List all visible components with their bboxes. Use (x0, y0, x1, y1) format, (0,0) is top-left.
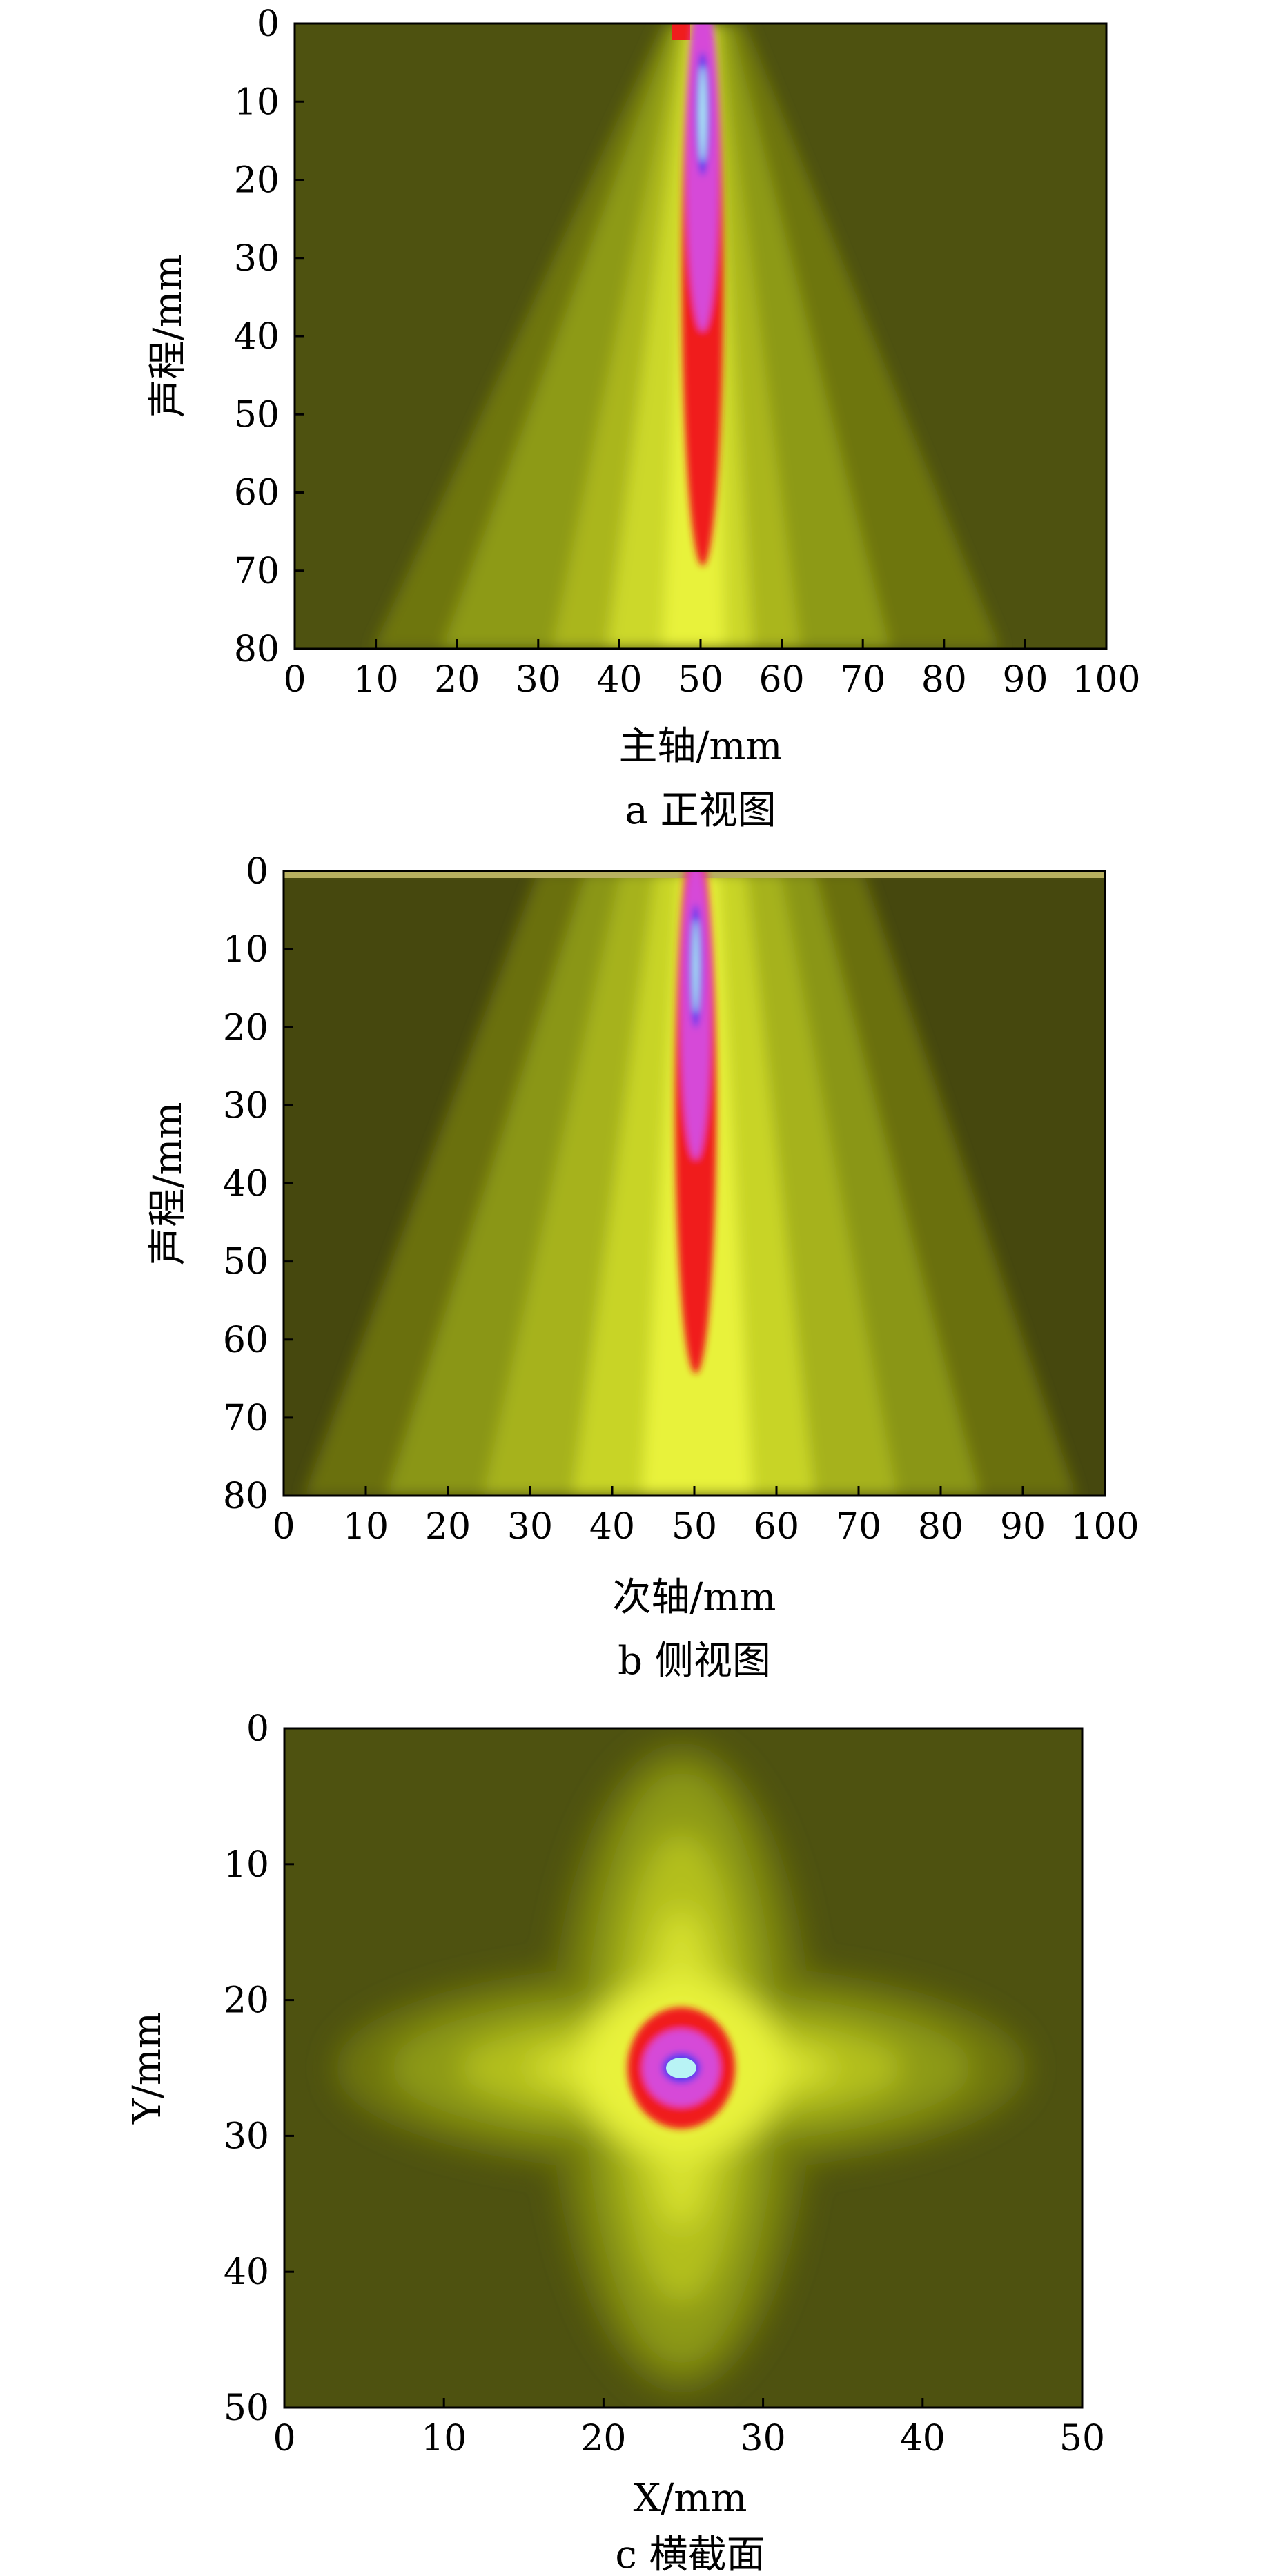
heatmap-b (284, 871, 1105, 1496)
x-tick-label: 30 (516, 659, 561, 701)
caption-c: c 横截面 (615, 2533, 765, 2576)
x-tick-label: 10 (343, 1506, 389, 1548)
x-tick-label: 50 (672, 1506, 717, 1548)
x-tick-label: 60 (754, 1506, 799, 1548)
y-tick-label: 80 (223, 1476, 268, 1517)
x-ticks-a: 0 10 20 30 40 50 60 70 80 90 100 (283, 639, 1141, 701)
x-ticks-c: 0 10 20 30 40 50 (273, 2398, 1105, 2459)
x-tick-label: 100 (1072, 659, 1140, 701)
y-tick-label: 50 (223, 1242, 268, 1283)
y-tick-label: 30 (224, 2116, 269, 2157)
y-tick-label: 0 (246, 851, 268, 892)
y-ticks-a: 0 10 20 30 40 50 60 70 80 (234, 3, 304, 670)
y-axis-label-b: 声程/mm (146, 1102, 190, 1265)
x-tick-label: 80 (918, 1506, 963, 1548)
y-axis-label-a: 声程/mm (146, 254, 190, 418)
y-tick-label: 70 (234, 551, 280, 592)
y-ticks-b: 0 10 20 30 40 50 60 70 80 (223, 851, 293, 1517)
x-tick-label: 50 (1059, 2418, 1105, 2459)
x-tick-label: 10 (421, 2418, 467, 2459)
x-tick-label: 80 (921, 659, 967, 701)
y-tick-label: 30 (234, 238, 280, 280)
y-tick-label: 40 (223, 1164, 268, 1205)
y-tick-label: 20 (234, 160, 280, 202)
x-tick-label: 10 (353, 659, 399, 701)
heatmap-c (284, 1728, 1082, 2408)
plot-frame-c (283, 1727, 1084, 2409)
y-tick-label: 0 (257, 3, 280, 45)
caption-a: a 正视图 (625, 788, 776, 833)
y-tick-label: 40 (234, 316, 280, 358)
caption-b: b 侧视图 (618, 1639, 771, 1684)
y-tick-label: 80 (234, 629, 280, 670)
x-tick-label: 40 (589, 1506, 635, 1548)
x-tick-label: 40 (900, 2418, 946, 2459)
x-tick-label: 0 (283, 659, 306, 701)
x-tick-label: 70 (840, 659, 885, 701)
y-tick-label: 60 (234, 473, 280, 514)
x-tick-label: 40 (596, 659, 642, 701)
x-tick-label: 20 (580, 2418, 626, 2459)
x-tick-label: 60 (759, 659, 805, 701)
x-tick-label: 90 (1002, 659, 1048, 701)
y-tick-label: 50 (234, 394, 280, 436)
y-tick-label: 30 (223, 1085, 268, 1126)
panel-c: 0 10 20 30 40 50 0 10 20 30 40 50 X/mm Y/mm c 横截面 (125, 1708, 1105, 2576)
y-tick-label: 50 (224, 2388, 269, 2429)
y-tick-label: 10 (223, 929, 268, 970)
panel-a: 0 10 20 30 40 50 60 70 80 90 100 0 10 20 30 40 50 60 70 80… (146, 3, 1141, 833)
x-ticks-b: 0 10 20 30 40 50 60 70 80 90 100 (272, 1486, 1139, 1548)
panel-b: 0 10 20 30 40 50 60 70 80 90 100 0 10 20 30 40 50 60 70 80… (146, 851, 1139, 1684)
y-axis-label-c: Y/mm (125, 2012, 170, 2125)
x-tick-label: 20 (434, 659, 480, 701)
x-tick-label: 30 (507, 1506, 553, 1548)
x-tick-label: 100 (1070, 1506, 1139, 1548)
y-tick-label: 60 (223, 1320, 268, 1361)
x-tick-label: 50 (678, 659, 723, 701)
y-tick-label: 70 (223, 1398, 268, 1439)
x-axis-label-c: X/mm (634, 2476, 747, 2521)
y-tick-label: 20 (224, 1980, 269, 2022)
y-tick-label: 0 (246, 1708, 269, 1750)
x-axis-label-a: 主轴/mm (618, 724, 782, 769)
y-tick-label: 20 (223, 1007, 268, 1048)
x-tick-label: 20 (425, 1506, 471, 1548)
y-tick-label: 40 (224, 2252, 269, 2293)
x-tick-label: 0 (272, 1506, 295, 1548)
x-tick-label: 90 (1000, 1506, 1046, 1548)
x-tick-label: 0 (273, 2418, 295, 2459)
x-axis-label-b: 次轴/mm (612, 1575, 776, 1620)
y-tick-label: 10 (224, 1844, 269, 1886)
heatmap-a (295, 23, 1106, 649)
x-tick-label: 30 (741, 2418, 786, 2459)
y-tick-label: 10 (234, 81, 280, 123)
y-ticks-c: 0 10 20 30 40 50 (224, 1708, 294, 2429)
x-tick-label: 70 (836, 1506, 881, 1548)
